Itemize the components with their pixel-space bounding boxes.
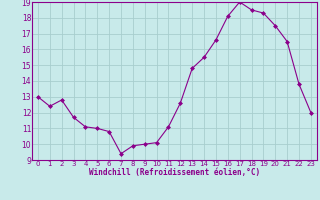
X-axis label: Windchill (Refroidissement éolien,°C): Windchill (Refroidissement éolien,°C) [89, 168, 260, 177]
